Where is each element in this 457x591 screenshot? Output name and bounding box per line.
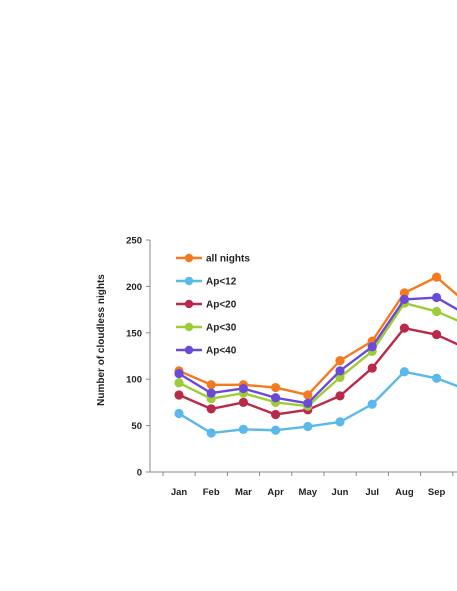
data-point — [271, 425, 281, 435]
data-point — [303, 421, 313, 432]
data-point — [432, 330, 442, 340]
data-point — [367, 399, 377, 409]
x-axis: JanFebMarAprMayJunJulAugSepOct — [150, 471, 457, 498]
x-tick-label: Jun — [332, 487, 349, 498]
legend-label: Ap<40 — [206, 346, 237, 357]
series-line — [178, 301, 457, 408]
data-point — [303, 398, 313, 408]
data-point — [206, 428, 216, 438]
x-tick-label: Feb — [203, 487, 220, 498]
legend-item: Ap<12 — [176, 277, 237, 288]
y-axis-label: Number of cloudless nights — [96, 274, 107, 406]
series-line — [178, 296, 457, 405]
x-tick-label: Mar — [235, 487, 252, 498]
series-ap-40 — [174, 292, 457, 408]
legend-label: Ap<12 — [206, 277, 237, 288]
data-point — [303, 390, 313, 400]
data-point — [432, 292, 442, 303]
legend-item: Ap<40 — [176, 346, 237, 357]
y-tick-label: 100 — [126, 375, 142, 386]
series-line — [178, 275, 457, 397]
series-ap-12 — [174, 367, 457, 438]
data-point — [238, 424, 248, 434]
data-point — [399, 294, 409, 304]
data-point — [238, 397, 248, 407]
x-tick-label: Jan — [171, 487, 188, 498]
legend-swatch-marker — [184, 322, 194, 332]
data-point — [335, 391, 345, 401]
data-point — [174, 390, 184, 400]
data-point — [432, 272, 442, 282]
series-lines — [174, 272, 457, 438]
legend-item: Ap<30 — [176, 323, 237, 334]
x-tick-label: Apr — [267, 487, 284, 498]
data-point — [335, 366, 345, 376]
x-tick-label: May — [299, 487, 318, 498]
data-point — [399, 288, 409, 298]
data-point — [399, 323, 409, 333]
legend-swatch-marker — [184, 345, 194, 355]
data-point — [271, 409, 281, 420]
legend-label: Ap<30 — [206, 323, 237, 334]
data-point — [432, 306, 442, 317]
x-tick-label: Jul — [365, 487, 379, 498]
data-point — [174, 369, 184, 379]
data-point — [399, 367, 409, 377]
series-line — [178, 370, 457, 435]
y-tick-label: 0 — [137, 468, 142, 479]
legend: all nights Ap<12 Ap<20 Ap<30 Ap<40 — [176, 254, 250, 357]
series-all-nights — [174, 272, 457, 400]
data-point — [174, 378, 184, 388]
y-tick-label: 50 — [131, 421, 142, 432]
legend-swatch-marker — [184, 276, 194, 286]
data-point — [174, 408, 184, 419]
legend-label: all nights — [206, 254, 250, 265]
data-point — [206, 404, 216, 414]
series-line — [178, 326, 457, 416]
data-point — [335, 356, 345, 366]
legend-item: all nights — [176, 254, 250, 265]
data-point — [367, 342, 377, 352]
y-tick-label: 250 — [126, 236, 142, 247]
x-tick-label: Aug — [395, 487, 414, 498]
legend-label: Ap<20 — [206, 300, 237, 311]
series-ap-20 — [174, 323, 457, 420]
data-point — [432, 373, 442, 383]
data-point — [206, 380, 216, 390]
data-point — [271, 393, 281, 403]
data-point — [238, 383, 248, 394]
data-point — [335, 372, 345, 382]
y-tick-label: 200 — [126, 282, 142, 293]
legend-swatch-marker — [184, 299, 194, 309]
legend-item: Ap<20 — [176, 300, 237, 311]
data-point — [206, 388, 216, 398]
data-point — [271, 382, 281, 393]
legend-swatch-marker — [184, 253, 194, 263]
data-point — [367, 363, 377, 373]
y-axis: 0 50 100 150 200 250 — [126, 236, 151, 479]
y-tick-label: 150 — [126, 328, 142, 339]
x-tick-label: Sep — [428, 487, 446, 498]
data-point — [335, 417, 345, 427]
